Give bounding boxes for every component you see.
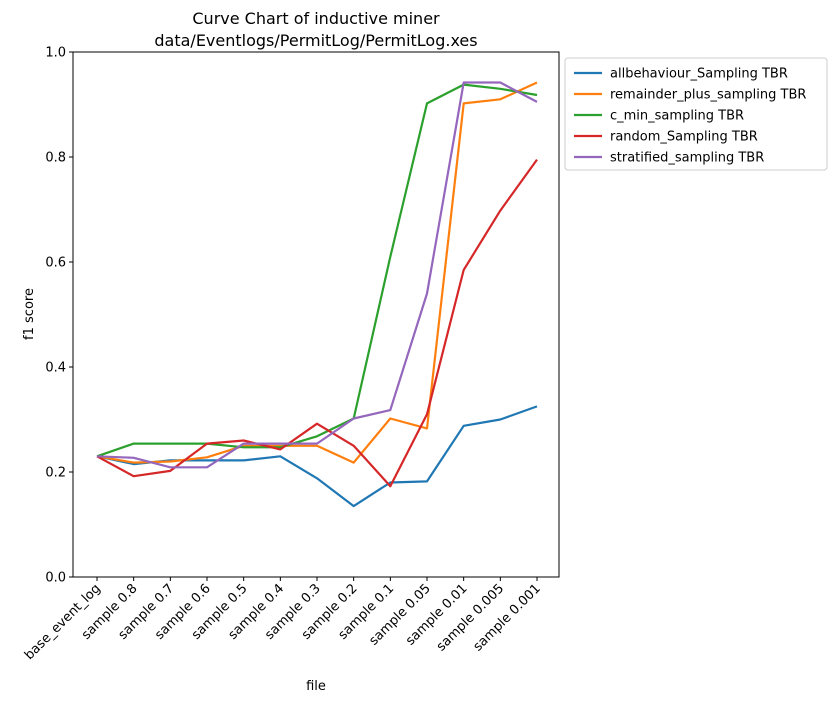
y-tick-label: 0.6 [45, 256, 66, 271]
y-tick-label: 1.0 [45, 46, 66, 61]
y-tick-label: 0.8 [45, 151, 66, 166]
legend-label: stratified_sampling TBR [610, 151, 764, 166]
legend: allbehaviour_Sampling TBR remainder_plus_… [564, 57, 828, 171]
legend-label: allbehaviour_Sampling TBR [610, 67, 788, 82]
y-tick-label: 0.2 [45, 466, 66, 481]
x-axis-label: file [306, 679, 326, 694]
y-tick-label: 0.0 [45, 571, 66, 586]
series-line-c-min-sampling-tbr [96, 83, 538, 458]
legend-label: remainder_plus_sampling TBR [610, 88, 806, 103]
chart-subtitle: data/Eventlogs/PermitLog/PermitLog.xes [154, 31, 477, 50]
series-line-remainder-plus-sampling-tbr [96, 81, 538, 464]
series-line-random-sampling-tbr [96, 158, 538, 488]
y-axis-label: f1 score [22, 288, 37, 340]
plot-area [96, 81, 538, 508]
chart-title: Curve Chart of inductive miner [192, 9, 440, 28]
x-tick-label: sample 0.001 [471, 581, 544, 654]
y-axis: 0.0 0.2 0.4 0.6 0.8 1.0 [45, 46, 73, 586]
legend-label: random_Sampling TBR [610, 130, 758, 145]
plot-frame [72, 51, 560, 578]
series-line-stratified-sampling-tbr [96, 81, 538, 469]
legend-box [564, 57, 828, 171]
series-line-allbehaviour-sampling-tbr [96, 405, 538, 508]
y-tick-label: 0.4 [45, 361, 66, 376]
legend-label: c_min_sampling TBR [610, 109, 744, 124]
